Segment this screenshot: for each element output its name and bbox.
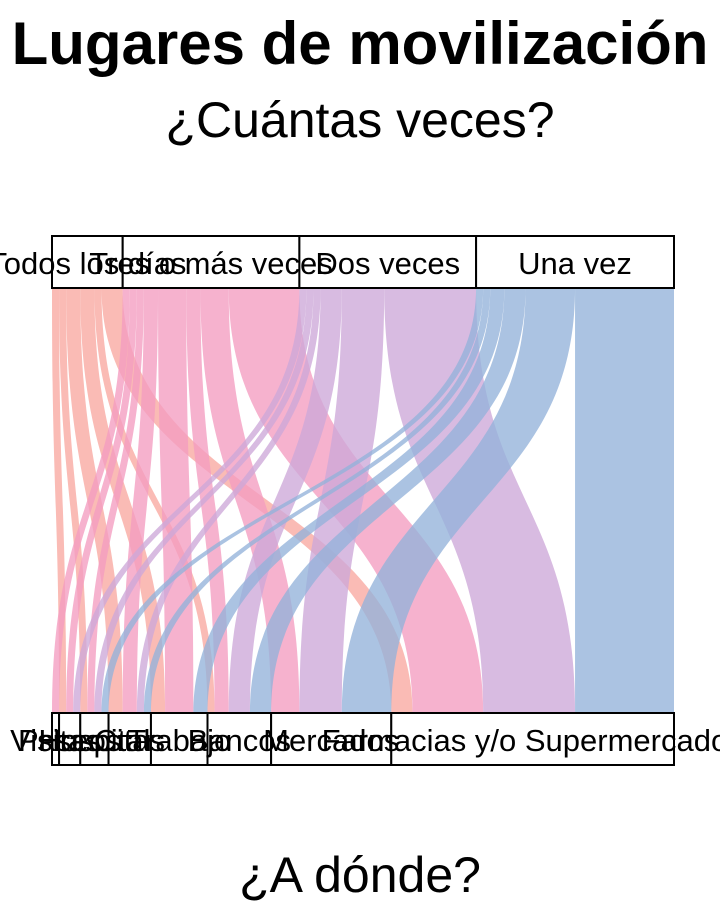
stratum-bottom-farmacias-y-o-supermercados (390, 712, 675, 766)
flow-tres-o-mas-veces-to-mercados (200, 288, 300, 713)
flow-dos-veces-to-hospital (94, 288, 314, 713)
flow-una-vez-to-citas (143, 288, 491, 713)
stratum-bottom-bancos (206, 712, 273, 766)
flow-una-vez-to-bancos (249, 288, 526, 713)
flow-todos-los-dias-to-bancos (94, 288, 215, 713)
flow-tres-o-mas-veces-to-citas (122, 288, 159, 713)
bottom-stratum-label: Farmacias y/o Supermercados (322, 723, 720, 758)
bottom-stratum-label: Citas (94, 723, 165, 758)
flow-una-vez-to-farmacias-y-o-supermercados (575, 288, 674, 713)
flow-una-vez-to-hospital (101, 288, 484, 713)
stratum-top-tres-o-mas-veces (121, 235, 301, 289)
bottom-stratum-label: Hospital (38, 723, 150, 758)
bottom-stratum-label: Bancos (188, 723, 291, 758)
stratum-top-una-vez (475, 235, 675, 289)
flow-dos-veces-to-citas (136, 288, 321, 713)
bottom-axis: VisitasPaseosHospitalCitasTrabajoBancosM… (10, 712, 720, 766)
flow-una-vez-to-trabajo (193, 288, 505, 713)
flow-tres-o-mas-veces-to-paseos (66, 288, 137, 713)
stratum-bottom-trabajo (149, 712, 209, 766)
flow-tres-o-mas-veces-to-hospital (87, 288, 144, 713)
stratum-bottom-mercados (270, 712, 393, 766)
bottom-stratum-label: Visitas (10, 723, 101, 758)
flow-dos-veces-to-paseos (73, 288, 307, 713)
flow-una-vez-to-mercados (341, 288, 576, 713)
bottom-stratum-label: Trabajo (127, 723, 231, 758)
stratum-top-dos-veces (298, 235, 478, 289)
top-stratum-label: Una vez (518, 246, 632, 281)
flow-todos-los-dias-to-hospital (59, 288, 88, 713)
flow-layer (52, 288, 674, 713)
top-stratum-label: Tres o más veces (89, 246, 332, 281)
flow-tres-o-mas-veces-to-visitas (52, 288, 130, 713)
stratum-top-todos-los-dias (51, 235, 124, 289)
top-stratum-label: Todos los días (0, 246, 186, 281)
x-axis-label: ¿A dónde? (239, 847, 481, 903)
top-stratum-label: Dos veces (315, 246, 460, 281)
flow-dos-veces-to-bancos (228, 288, 342, 713)
chart-title: Lugares de movilización (11, 10, 709, 77)
chart-subtitle: ¿Cuántas veces? (165, 92, 555, 148)
bottom-stratum-label: Mercados (263, 723, 399, 758)
bottom-stratum-label: Paseos (18, 723, 121, 758)
